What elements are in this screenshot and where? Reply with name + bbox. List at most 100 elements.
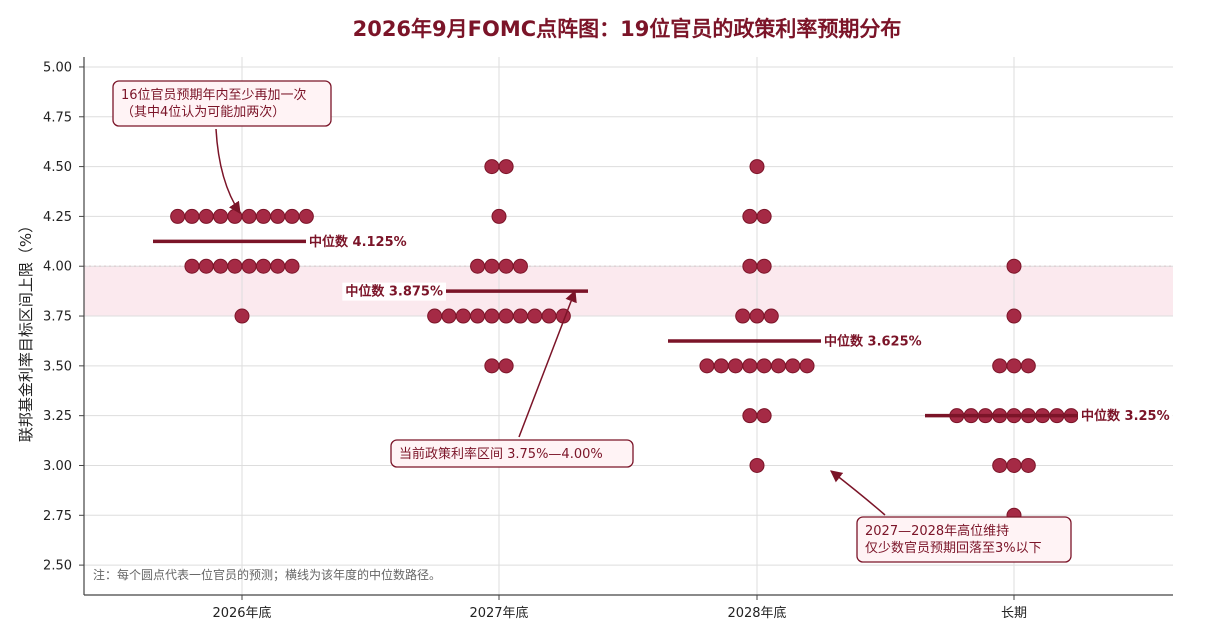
median-label: 中位数 3.875% xyxy=(345,284,443,300)
official-dot xyxy=(184,208,200,224)
official-dot xyxy=(728,358,744,374)
median-label-background xyxy=(1078,407,1173,426)
official-dot xyxy=(484,159,500,175)
official-dot xyxy=(198,208,214,224)
annotation-arrow xyxy=(215,128,241,214)
official-dot xyxy=(992,457,1008,473)
official-dot xyxy=(756,358,772,374)
plot-area: 2.50 2.75 3.00 3.25 3.50 3.75 4.00 4.25 4.50 4.75… xyxy=(43,57,1173,621)
y-axis-label: 联邦基金利率目标区间上限（%） xyxy=(17,218,35,442)
official-dot xyxy=(484,258,500,274)
official-dot xyxy=(484,358,500,374)
official-dot xyxy=(498,308,514,324)
official-dot xyxy=(255,208,271,224)
official-dot xyxy=(756,408,772,424)
official-dot xyxy=(427,308,443,324)
official-dot xyxy=(170,208,186,224)
official-dot xyxy=(527,308,543,324)
y-tick-label: 4.00 xyxy=(43,260,72,275)
official-dot xyxy=(455,308,471,324)
x-tick-label: 长期 xyxy=(1001,606,1027,621)
annotation-text: 仅少数官员预期回落至3%以下 xyxy=(865,540,1042,556)
official-dot xyxy=(1020,358,1036,374)
official-dot xyxy=(241,208,257,224)
official-dot xyxy=(470,258,486,274)
official-dot xyxy=(227,258,243,274)
official-dot xyxy=(241,258,257,274)
official-dot xyxy=(484,308,500,324)
official-dot xyxy=(284,258,300,274)
official-dot xyxy=(512,258,528,274)
y-tick-label: 2.50 xyxy=(43,559,72,574)
official-dot xyxy=(763,308,779,324)
y-tick-label: 4.50 xyxy=(43,160,72,175)
annotation-text: 2027—2028年高位维持 xyxy=(865,523,1009,539)
median-label-background xyxy=(342,282,446,301)
official-dot xyxy=(799,358,815,374)
annotation-text: 16位官员预期年内至少再加一次 xyxy=(121,87,307,103)
annotation-box xyxy=(856,516,1072,563)
official-dot xyxy=(213,258,229,274)
median-label: 中位数 4.125% xyxy=(309,234,407,250)
official-dot xyxy=(742,208,758,224)
official-dot xyxy=(498,358,514,374)
y-tick-label: 5.00 xyxy=(43,60,72,75)
official-dot xyxy=(498,258,514,274)
official-dot xyxy=(470,308,486,324)
official-dot xyxy=(992,358,1008,374)
official-dot xyxy=(1006,358,1022,374)
median-label-background xyxy=(306,232,410,251)
official-dot xyxy=(749,308,765,324)
official-dot xyxy=(284,208,300,224)
current-range-band xyxy=(84,266,1173,317)
x-tick-label: 2026年底 xyxy=(212,605,271,621)
official-dot xyxy=(742,358,758,374)
annotation-arrow xyxy=(518,289,577,438)
official-dot xyxy=(298,208,314,224)
official-dot xyxy=(756,208,772,224)
y-tick-label: 3.25 xyxy=(43,409,72,424)
footnote: 注：每个圆点代表一位官员的预测；横线为该年度的中位数路径。 xyxy=(93,567,441,582)
official-dot xyxy=(756,258,772,274)
y-tick-label: 4.25 xyxy=(43,210,72,225)
official-dot xyxy=(541,308,557,324)
official-dot xyxy=(198,258,214,274)
x-tick-label: 2027年底 xyxy=(469,605,528,621)
y-tick-label: 4.75 xyxy=(43,110,72,125)
x-tick-label: 2028年底 xyxy=(727,605,786,621)
official-dot xyxy=(749,159,765,175)
official-dot xyxy=(785,358,801,374)
median-label-background xyxy=(821,332,925,351)
official-dot xyxy=(1020,457,1036,473)
annotation-text: 当前政策利率区间 3.75%—4.00% xyxy=(399,446,603,462)
y-tick-label: 3.00 xyxy=(43,459,72,474)
official-dot xyxy=(1006,457,1022,473)
official-dot xyxy=(749,457,765,473)
official-dot xyxy=(770,358,786,374)
official-dot xyxy=(1006,308,1022,324)
annotation-text: （其中4位认为可能加两次） xyxy=(121,104,285,120)
official-dot xyxy=(491,208,507,224)
official-dot xyxy=(255,258,271,274)
annotation-arrow xyxy=(830,470,886,516)
median-label: 中位数 3.625% xyxy=(824,333,922,349)
official-dot xyxy=(270,208,286,224)
official-dot xyxy=(699,358,715,374)
official-dot xyxy=(713,358,729,374)
official-dot xyxy=(735,308,751,324)
official-dot xyxy=(1006,258,1022,274)
chart-title: 2026年9月FOMC点阵图：19位官员的政策利率预期分布 xyxy=(353,17,902,41)
official-dot xyxy=(742,408,758,424)
official-dot xyxy=(213,208,229,224)
official-dot xyxy=(498,159,514,175)
official-dot xyxy=(742,258,758,274)
y-tick-label: 3.75 xyxy=(43,310,72,325)
official-dot xyxy=(441,308,457,324)
official-dot xyxy=(184,258,200,274)
official-dot xyxy=(512,308,528,324)
official-dot xyxy=(270,258,286,274)
official-dot xyxy=(234,308,250,324)
y-tick-label: 2.75 xyxy=(43,509,72,524)
median-label: 中位数 3.25% xyxy=(1081,408,1170,424)
